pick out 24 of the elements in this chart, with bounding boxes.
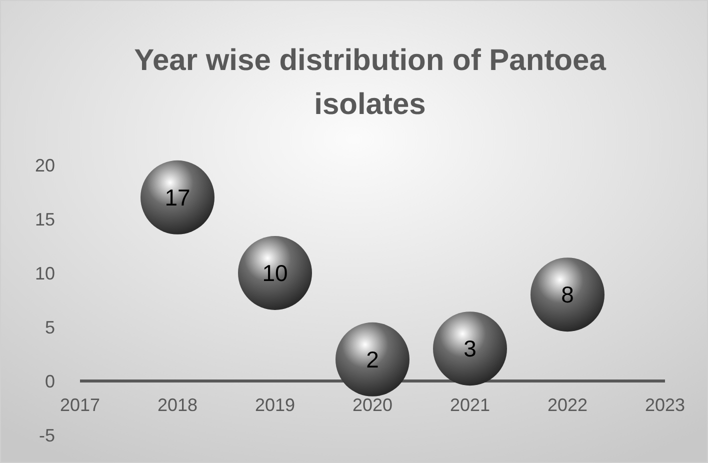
- point: [530, 258, 604, 332]
- point: [433, 312, 507, 386]
- data-label: 2: [366, 346, 379, 372]
- x-tick-label: 2020: [352, 395, 393, 415]
- data-label: 3: [464, 336, 476, 362]
- y-tick-label: 0: [44, 371, 55, 392]
- x-tick-label: 2018: [157, 395, 198, 415]
- data-label: 10: [262, 260, 288, 286]
- data-label: 17: [164, 184, 190, 210]
- point: [140, 160, 214, 234]
- x-tick-label: 2023: [644, 395, 686, 415]
- x-tick-label: 2022: [547, 395, 588, 415]
- y-tick-label: 20: [34, 155, 55, 176]
- x-tick-label: 2017: [60, 395, 100, 415]
- chart-title: Year wise distribution of Pantoea isolates: [134, 44, 606, 121]
- point: [336, 322, 410, 396]
- data-label: 8: [561, 282, 574, 308]
- point: [238, 236, 312, 310]
- y-tick-label: 15: [34, 209, 55, 230]
- x-tick-label: 2019: [254, 395, 296, 415]
- y-tick-label: 10: [34, 263, 55, 284]
- x-tick-label: 2021: [450, 395, 490, 415]
- y-tick-label: -5: [38, 425, 55, 446]
- y-tick-label: 5: [44, 317, 55, 338]
